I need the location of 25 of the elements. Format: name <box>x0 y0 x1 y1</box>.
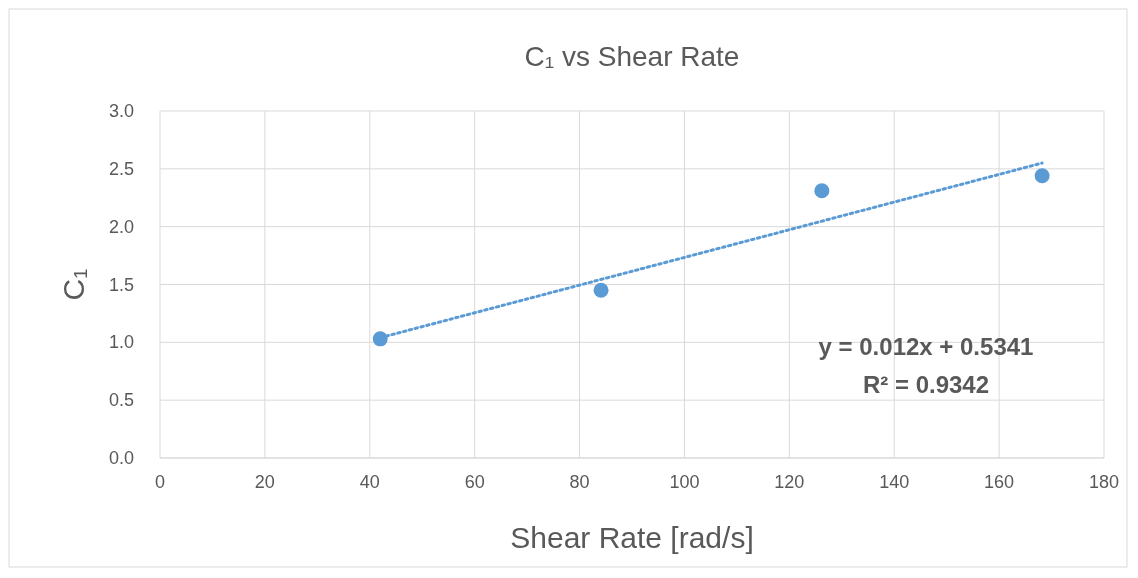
annotation: R² = 0.9342 <box>862 371 990 398</box>
x-tick-label: 180 <box>1088 472 1120 492</box>
y-tick-label: 0.0 <box>108 448 134 468</box>
point <box>1034 168 1050 184</box>
x-tick-label: 140 <box>879 472 910 492</box>
y-axis-title: C₁ <box>57 268 90 301</box>
annotation: y = 0.012x + 0.5341 <box>818 333 1034 360</box>
x-tick-label: 0 <box>154 472 166 492</box>
x-tick-label: 160 <box>984 472 1015 492</box>
y-tick-label: 1.5 <box>108 274 134 295</box>
x-tick-label: 100 <box>669 472 700 492</box>
x-tick-label: 40 <box>359 472 380 492</box>
y-tick-label: 0.5 <box>108 390 134 411</box>
y-tick-label: 3.0 <box>108 101 134 121</box>
y-tick-label: 1.0 <box>108 332 134 353</box>
x-tick-label: 60 <box>464 472 485 492</box>
chart-title: C₁ vs Shear Rate <box>524 41 740 72</box>
point <box>814 183 830 199</box>
y-tick-label: 2.0 <box>108 216 134 237</box>
point <box>593 282 609 298</box>
y-tick-label: 2.5 <box>108 158 134 179</box>
x-tick-label: 80 <box>569 472 590 492</box>
x-tick-label: 120 <box>774 472 805 492</box>
x-axis-title: Shear Rate [rad/s] <box>510 521 754 554</box>
x-tick-label: 20 <box>254 472 275 492</box>
